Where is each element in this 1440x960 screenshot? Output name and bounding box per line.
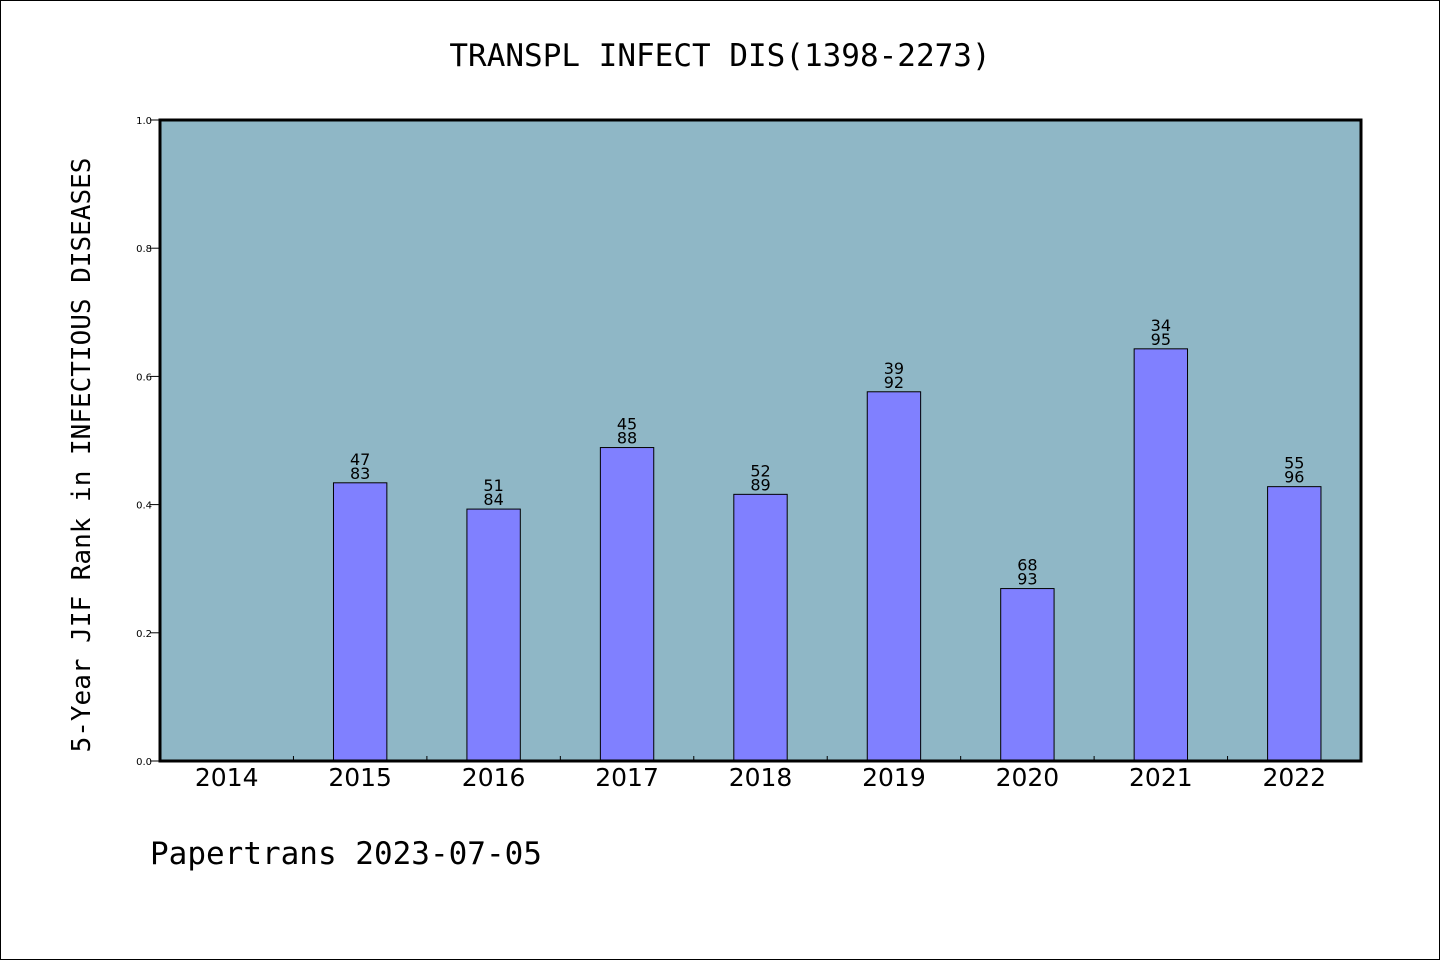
- bar-rank-label: 68: [1017, 556, 1037, 575]
- x-tick-label: 2017: [595, 763, 659, 792]
- x-tick-label: 2021: [1129, 763, 1193, 792]
- y-tick-label: 0.2: [136, 629, 152, 640]
- bar-rank-label: 34: [1151, 316, 1171, 335]
- bar-total-label: 96: [1284, 468, 1304, 487]
- bar-total-label: 93: [1017, 570, 1037, 589]
- bar: [1000, 588, 1055, 762]
- bar-total-label: 84: [483, 490, 503, 509]
- y-tick-label: 0.4: [136, 501, 152, 512]
- x-tick-label: 2018: [729, 763, 793, 792]
- y-axis-label: 5-Year JIF Rank in INFECTIOUS DISEASES: [67, 158, 97, 753]
- bar-total-label: 83: [350, 464, 370, 483]
- bar: [733, 493, 788, 762]
- x-tick-label: 2016: [462, 763, 526, 792]
- bar-total-label: 88: [617, 429, 637, 448]
- bar-total-label: 89: [750, 475, 770, 494]
- bar: [599, 447, 655, 762]
- y-tick-label: 1.0: [136, 116, 152, 127]
- bar-total-label: 95: [1151, 330, 1171, 349]
- bar-rank-label: 51: [483, 476, 503, 495]
- x-tick-label: 2020: [996, 763, 1060, 792]
- bar: [466, 508, 521, 762]
- plot-border: [158, 118, 1363, 763]
- x-tick-label: 2014: [195, 763, 259, 792]
- bar: [1133, 348, 1189, 762]
- y-tick-label: 0.6: [136, 372, 152, 383]
- y-tick-label: 0.0: [136, 757, 152, 768]
- bar: [332, 482, 388, 762]
- bar: [866, 391, 922, 762]
- bar-rank-label: 39: [884, 359, 904, 378]
- bar-rank-label: 52: [750, 461, 770, 480]
- x-tick-label: 2019: [862, 763, 926, 792]
- bar-total-label: 92: [884, 373, 904, 392]
- x-tick-label: 2015: [328, 763, 392, 792]
- y-tick-label: 0.8: [136, 244, 152, 255]
- footer-text: Papertrans 2023-07-05: [150, 836, 542, 872]
- bar-rank-label: 55: [1284, 454, 1304, 473]
- chart-title: TRANSPL INFECT DIS(1398-2273): [449, 38, 990, 74]
- bar-rank-label: 45: [617, 415, 637, 434]
- x-tick-label: 2022: [1262, 763, 1326, 792]
- bar-rank-label: 47: [350, 450, 370, 469]
- bar: [1267, 486, 1322, 762]
